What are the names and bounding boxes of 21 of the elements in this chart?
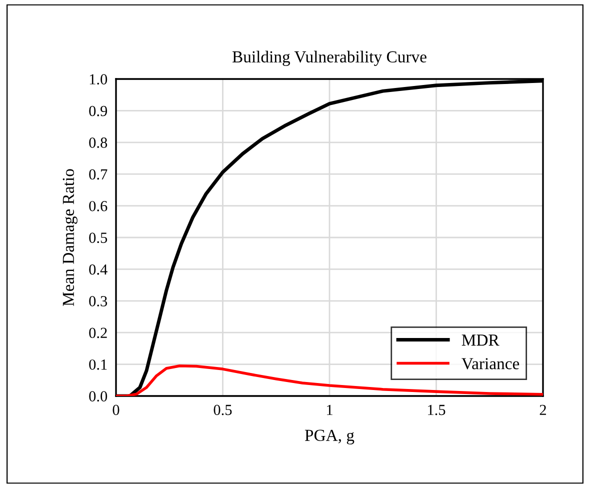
y-tick-label: 1.0 [90, 74, 108, 85]
y-tick-label: 0.8 [89, 138, 108, 148]
x-tick-label: 2 [540, 404, 546, 415]
y-tick-label: 0.1 [89, 359, 107, 370]
y-tick-label: 0.6 [89, 200, 108, 212]
y-tick-label: 0.2 [89, 328, 107, 338]
y-tick-label: 0.7 [89, 169, 108, 180]
y-tick-label: 0.9 [89, 106, 108, 116]
x-tick-label: 0.5 [214, 404, 232, 416]
y-axis-title: Mean Damage Ratio [62, 169, 78, 306]
legend-label: Variance [462, 358, 520, 370]
y-tick-label: 0.5 [89, 232, 108, 244]
y-tick-label: 0.4 [89, 264, 108, 275]
x-axis-title: PGA, g [304, 430, 354, 444]
x-tick-label: 0 [112, 404, 120, 416]
y-tick-label: 0.0 [89, 391, 108, 402]
x-tick-label: 1 [327, 404, 332, 415]
legend-label: MDR [462, 334, 500, 346]
chart-title: Building Vulnerability Curve [232, 50, 426, 66]
x-tick-label: 1.5 [428, 404, 446, 416]
y-tick-label: 0.3 [89, 296, 108, 306]
